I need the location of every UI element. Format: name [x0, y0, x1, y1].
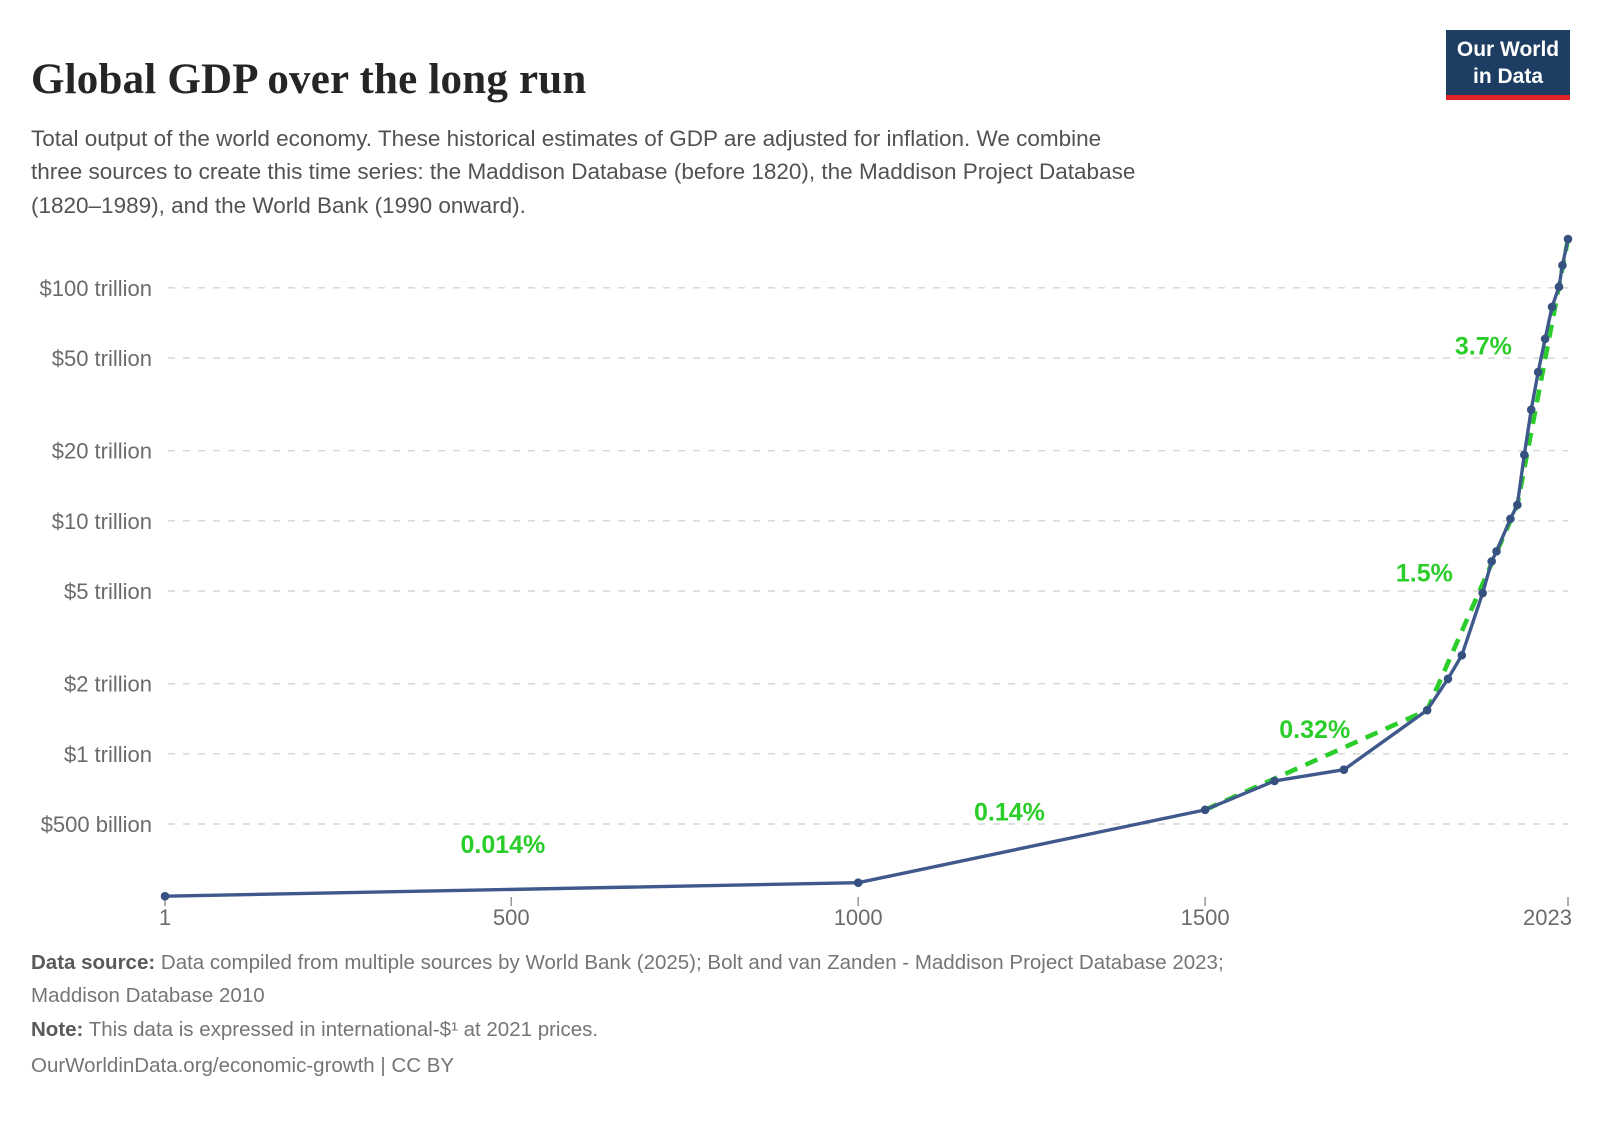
data-point — [1519, 450, 1529, 460]
gdp-line — [163, 237, 1570, 898]
data-point — [1540, 334, 1550, 344]
y-tick-label: $2 trillion — [64, 672, 152, 697]
growth-rate-label: 0.014% — [461, 831, 546, 859]
data-point — [1547, 302, 1557, 312]
subtitle-line: three sources to create this time series… — [31, 159, 1136, 184]
subtitle-line: (1820–1989), and the World Bank (1990 on… — [31, 192, 526, 218]
data-point — [1526, 405, 1536, 414]
growth-rate-label: 0.14% — [974, 799, 1045, 827]
x-tick-label: 500 — [493, 905, 530, 930]
owid-logo-line2: in Data — [1472, 65, 1543, 88]
y-tick-label: $10 trillion — [52, 509, 152, 534]
data-point — [1513, 500, 1522, 510]
x-tick-label: 1500 — [1181, 905, 1230, 930]
data-point — [1422, 705, 1432, 715]
citation-text: OurWorldinData.org/economic-growth | CC … — [31, 1054, 455, 1077]
y-tick-label: $5 trillion — [64, 579, 152, 604]
data-point — [853, 878, 863, 887]
note-text: Note: This data is expressed in internat… — [31, 1013, 598, 1046]
owid-logo-line1: Our World — [1456, 38, 1560, 61]
chart-subtitle: Total output of the world economy. These… — [31, 122, 1411, 223]
y-tick-label: $100 trillion — [39, 276, 152, 301]
data-source-label: Data source: — [31, 951, 156, 974]
y-tick-label: $1 trillion — [64, 742, 152, 767]
data-point — [1478, 588, 1487, 598]
data-point — [1533, 367, 1543, 377]
growth-rate-label: 3.7% — [1455, 333, 1512, 361]
data-point — [1487, 557, 1496, 566]
growth-rate-label: 0.32% — [1279, 716, 1350, 744]
owid-logo: Our World in Data — [1446, 30, 1570, 100]
growth-rate-label: 1.5% — [1396, 560, 1453, 588]
x-tick-label: 1000 — [834, 905, 883, 930]
data-point — [1200, 805, 1210, 815]
data-point — [1492, 547, 1501, 556]
y-tick-label: $500 billion — [41, 812, 152, 837]
x-tick-label: 2023 — [1523, 905, 1572, 930]
subtitle-line: Total output of the world economy. These… — [31, 125, 1102, 151]
y-tick-label: $20 trillion — [52, 439, 152, 464]
growth-trend-line — [1204, 238, 1571, 812]
note-body: This data is expressed in international-… — [88, 1018, 599, 1041]
data-point — [1554, 282, 1564, 292]
data-point — [1270, 776, 1279, 786]
data-point — [1443, 674, 1453, 684]
page-title: Global GDP over the long run — [31, 55, 587, 103]
data-point — [1563, 234, 1573, 244]
data-source-line: Maddison Database 2010 — [31, 984, 265, 1007]
y-tick-label: $50 trillion — [52, 346, 152, 371]
x-tick-label: 1 — [159, 905, 171, 930]
data-point — [1339, 765, 1349, 775]
data-source-text: Data source: Data compiled from multiple… — [31, 946, 1511, 1012]
data-point — [1506, 514, 1515, 524]
data-source-line: Data compiled from multiple sources by W… — [160, 951, 1224, 974]
data-point — [160, 891, 170, 901]
data-point — [1558, 260, 1567, 270]
note-label: Note: — [31, 1018, 84, 1041]
data-point — [1457, 650, 1467, 660]
